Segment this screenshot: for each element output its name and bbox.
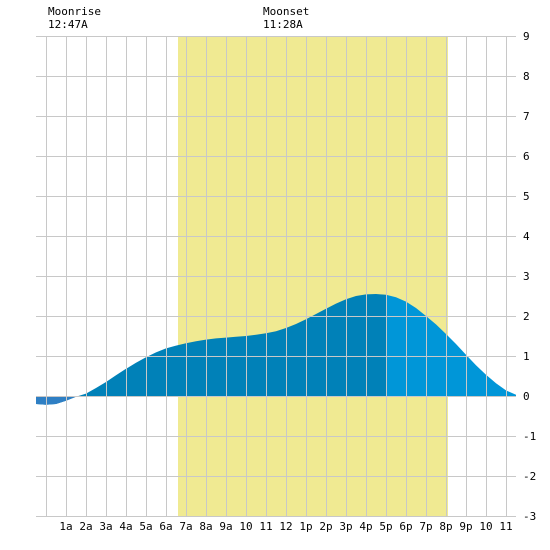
tide-area-past [36, 294, 386, 405]
y-tick-label: 8 [523, 70, 530, 83]
x-tick-label: 11 [259, 520, 272, 533]
y-tick-label: 0 [523, 390, 530, 403]
y-tick-label: 7 [523, 110, 530, 123]
moonset-time: 11:28A [263, 18, 303, 31]
y-tick-label: 4 [523, 230, 530, 243]
x-tick-label: 9p [459, 520, 472, 533]
x-tick-label: 6a [159, 520, 172, 533]
x-tick-label: 5a [139, 520, 152, 533]
x-tick-label: 5p [379, 520, 392, 533]
x-tick-label: 7a [179, 520, 192, 533]
x-tick-label: 7p [419, 520, 432, 533]
x-tick-label: 4p [359, 520, 372, 533]
x-tick-label: 9a [219, 520, 232, 533]
x-tick-label: 3a [99, 520, 112, 533]
x-tick-label: 11 [499, 520, 512, 533]
x-tick-label: 3p [339, 520, 352, 533]
x-tick-label: 10 [239, 520, 252, 533]
moonrise-time: 12:47A [48, 18, 88, 31]
x-tick-label: 4a [119, 520, 132, 533]
y-tick-label: 6 [523, 150, 530, 163]
y-tick-label: 3 [523, 270, 530, 283]
x-tick-label: 1a [59, 520, 72, 533]
tide-area-negative [36, 396, 86, 405]
x-tick-label: 6p [399, 520, 412, 533]
moonrise-title: Moonrise [48, 5, 101, 18]
y-tick-label: 2 [523, 310, 530, 323]
x-tick-label: 2a [79, 520, 92, 533]
tide-area-future [386, 294, 516, 396]
y-tick-label: 1 [523, 350, 530, 363]
y-tick-label: -1 [523, 430, 536, 443]
y-tick-label: 9 [523, 30, 530, 43]
y-tick-label: -3 [523, 510, 536, 523]
y-tick-label: -2 [523, 470, 536, 483]
x-tick-label: 2p [319, 520, 332, 533]
grid-layer [36, 36, 516, 517]
x-tick-label: 12 [279, 520, 292, 533]
x-tick-label: 10 [479, 520, 492, 533]
x-tick-label: 8a [199, 520, 212, 533]
tide-area-layer [36, 294, 516, 405]
x-tick-label: 1p [299, 520, 312, 533]
x-tick-label: 8p [439, 520, 452, 533]
y-tick-label: 5 [523, 190, 530, 203]
moonset-title: Moonset [263, 5, 309, 18]
